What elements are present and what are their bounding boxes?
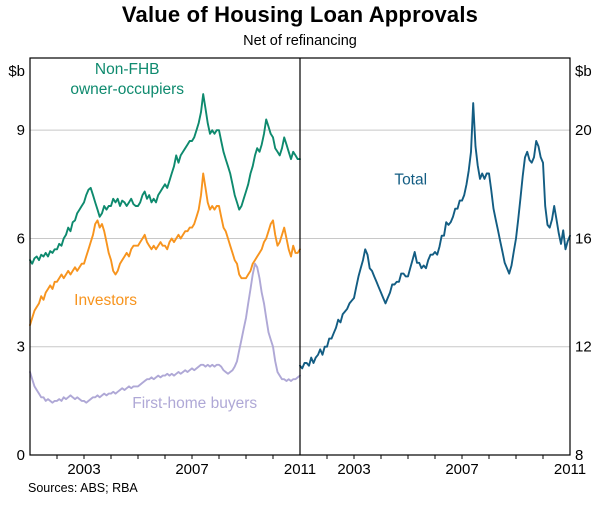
left-axis-tick-label: 9 [17,122,25,139]
series-non-fhb-owner-occupiers [29,93,301,265]
left-axis-tick-label: 0 [17,447,25,464]
right-axis-tick-label: 20 [575,122,592,139]
series-label: Investors [74,292,137,309]
series-label: First-home buyers [132,395,257,412]
x-axis-year-label: 2003 [337,461,370,478]
left-axis-tick-label: 6 [17,230,25,247]
left-axis-tick-label: 3 [17,339,25,356]
series-label: owner-occupiers [70,81,184,98]
x-axis-year-label: 2007 [175,461,208,478]
series-first-home-buyers [29,262,301,404]
right-axis-tick-label: 16 [575,230,592,247]
right-axis-tick-label: 12 [575,339,592,356]
series-label: Non-FHB [95,61,160,78]
series-total [299,102,571,370]
sources-note: Sources: ABS; RBA [28,481,138,495]
chart-title: Value of Housing Loan Approvals [121,2,479,27]
left-axis-unit: $b [8,63,25,80]
series-investors [29,172,301,327]
x-axis-year-label: 2011 [554,461,586,478]
x-axis-year-label: 2011 [284,461,316,478]
series-label: Total [394,171,427,188]
right-axis-tick-label: 8 [575,447,583,464]
right-axis-unit: $b [575,63,592,80]
x-axis-year-label: 2003 [67,461,100,478]
chart-subtitle: Net of refinancing [243,33,357,49]
x-axis-year-label: 2007 [445,461,478,478]
